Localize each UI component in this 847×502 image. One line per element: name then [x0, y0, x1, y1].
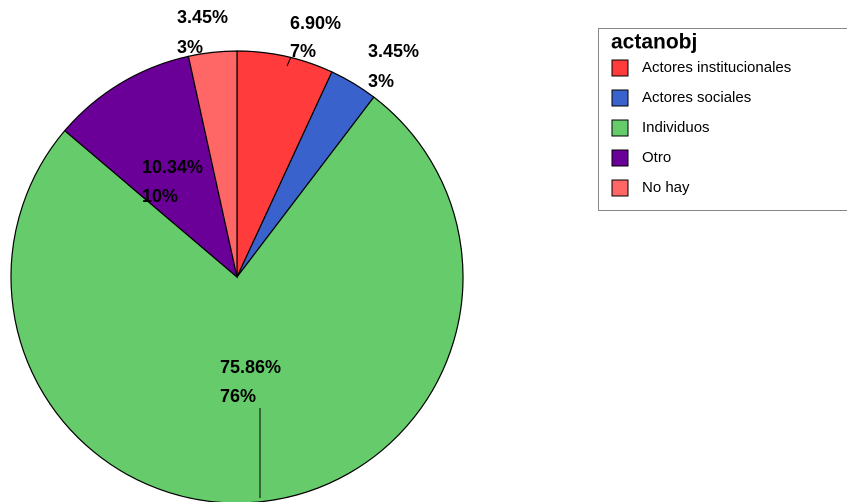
legend-swatch [611, 119, 629, 137]
legend: Actores institucionales Actores sociales I… [611, 59, 791, 197]
value-label: 75.86% [220, 357, 281, 377]
legend-label: Actores institucionales [642, 59, 791, 76]
pie-slice [63, 55, 238, 279]
rounded-label: 3% [368, 71, 394, 91]
leader-line [286, 56, 292, 67]
legend-box [598, 28, 847, 211]
pie [10, 50, 464, 502]
value-label: 3.45% [368, 41, 419, 61]
legend-swatch [611, 179, 629, 197]
value-label: 10.34% [142, 157, 203, 177]
value-label: 3.45% [177, 7, 228, 27]
legend-label: No hay [642, 179, 690, 196]
rounded-label: 3% [177, 37, 203, 57]
pie-slice [187, 50, 238, 278]
legend-label: Otro [642, 149, 671, 166]
value-label: 6.90% [290, 13, 341, 33]
legend-label: Individuos [642, 119, 710, 136]
legend-swatch [611, 89, 629, 107]
legend-swatch [611, 59, 629, 77]
legend-title: actanobj [611, 31, 697, 54]
rounded-label: 7% [290, 41, 316, 61]
rounded-label: 10% [142, 186, 178, 206]
legend-swatch [611, 149, 629, 167]
legend-label: Actores sociales [642, 89, 751, 106]
rounded-label: 76% [220, 386, 256, 406]
